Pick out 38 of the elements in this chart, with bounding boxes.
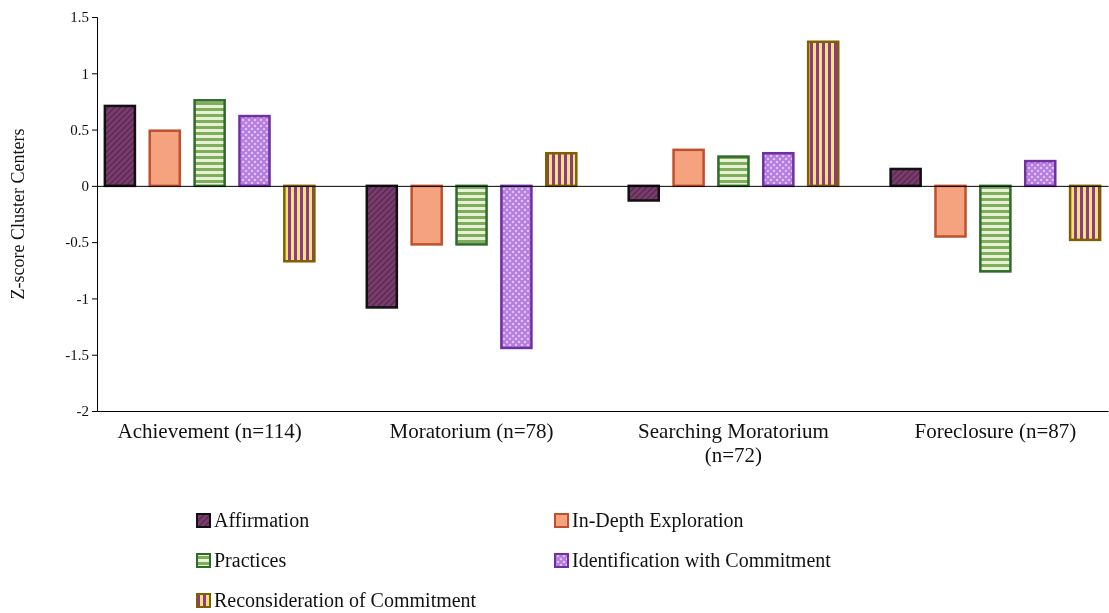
- bar: [889, 167, 922, 188]
- x-tick-label: Foreclosure (n=87): [914, 418, 1077, 443]
- y-axis-title: Z-score Cluster Centers: [8, 128, 28, 300]
- bar: [762, 151, 795, 188]
- legend-label: Reconsideration of Commitment: [214, 589, 477, 611]
- y-tick-label: -1: [76, 290, 89, 307]
- bar: [500, 184, 533, 350]
- legend-label: Practices: [214, 549, 287, 571]
- y-tick-label: 1.5: [70, 9, 89, 26]
- bar: [455, 184, 488, 246]
- x-tick-label: Searching Moratorium (n=72): [638, 418, 829, 468]
- y-tick-label: 0.5: [70, 121, 89, 138]
- bar: [1023, 159, 1057, 188]
- legend-label: In-Depth Exploration: [572, 509, 744, 532]
- bar: [365, 184, 399, 309]
- bar: [934, 184, 967, 238]
- bar: [1068, 184, 1102, 242]
- bar: [627, 184, 660, 202]
- y-tick-label: -1.5: [65, 347, 89, 364]
- bar: [148, 129, 182, 188]
- bar: [672, 148, 705, 188]
- bar: [410, 184, 443, 246]
- legend-label: Affirmation: [214, 509, 310, 531]
- bar: [545, 151, 578, 188]
- bar: [238, 114, 271, 188]
- bar: [979, 184, 1012, 273]
- y-tick-label: 1: [81, 65, 89, 82]
- y-tick-label: 0: [81, 178, 89, 195]
- bar: [283, 184, 316, 263]
- bar: [717, 155, 750, 188]
- bar: [806, 40, 840, 188]
- x-tick-label: Achievement (n=114): [117, 418, 302, 443]
- legend-label: Identification with Commitment: [572, 549, 832, 571]
- bar: [103, 104, 137, 188]
- bar: [193, 99, 226, 188]
- y-tick-label: -2: [76, 403, 89, 420]
- y-tick-label: -0.5: [65, 234, 89, 251]
- x-tick-label: Moratorium (n=78): [389, 418, 554, 443]
